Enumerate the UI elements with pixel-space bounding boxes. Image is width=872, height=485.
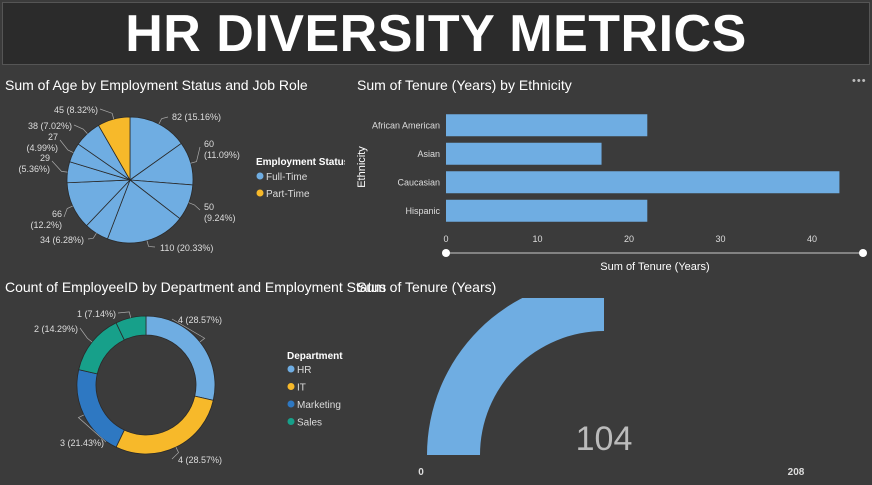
donut-leader-line xyxy=(77,414,107,443)
gauge-fill xyxy=(427,298,604,455)
bar-x-tick-label: 30 xyxy=(715,234,725,244)
donut-segment xyxy=(78,322,125,375)
pie-data-label: 34 (6.28%) xyxy=(40,235,84,245)
donut-legend-marker xyxy=(287,365,295,373)
tenure-bar-chart: Ethnicity African American Asian Caucasian H… xyxy=(356,114,867,273)
pie-legend-marker xyxy=(256,172,264,180)
pie-data-label: (11.09%) xyxy=(204,150,240,160)
bar-category-label: African American xyxy=(372,120,440,130)
donut-data-label: 2 (14.29%) xyxy=(34,324,78,334)
pie-data-label: 60 xyxy=(204,139,214,149)
donut-data-label: 4 (28.57%) xyxy=(178,315,222,325)
bar-y-axis-title: Ethnicity xyxy=(356,146,368,188)
pie-leader-line xyxy=(99,108,115,120)
donut-leader-line xyxy=(171,318,206,343)
bar-category-label: Caucasian xyxy=(397,177,440,187)
pie-data-label: 82 (15.16%) xyxy=(172,112,221,122)
pie-leader-line xyxy=(158,116,169,125)
donut-legend-item: Sales xyxy=(297,418,322,429)
bar-x-axis-title: Sum of Tenure (Years) xyxy=(600,261,709,273)
bar-chart-title: Sum of Tenure (Years) by Ethnicity xyxy=(357,77,572,93)
gauge-max-label: 208 xyxy=(788,467,805,478)
dashboard-title: HR DIVERSITY METRICS xyxy=(125,4,747,63)
donut-legend-item: Marketing xyxy=(297,400,341,411)
pie-leader-line xyxy=(190,146,201,164)
age-pie-chart: 82 (15.16%) 60(11.09%) 50(9.24%) 110 (20.33… xyxy=(18,105,345,253)
pie-legend-marker xyxy=(256,189,264,197)
donut-leader-line xyxy=(79,327,93,343)
bar xyxy=(446,171,840,194)
pie-leader-line xyxy=(59,139,74,153)
donut-legend-item: IT xyxy=(297,383,306,394)
pie-data-label: (4.99%) xyxy=(26,143,58,153)
pie-data-label: (5.36%) xyxy=(18,164,50,174)
pie-data-label: (12.2%) xyxy=(30,220,62,230)
bar xyxy=(446,114,648,137)
pie-leader-line xyxy=(63,205,73,218)
bar-x-tick-label: 20 xyxy=(624,234,634,244)
donut-legend-item: HR xyxy=(297,365,311,376)
bar-x-tick-label: 0 xyxy=(443,234,448,244)
bar xyxy=(446,142,602,165)
pie-legend-item: Part-Time xyxy=(266,189,310,200)
donut-segment xyxy=(145,315,216,401)
pie-leader-line xyxy=(51,160,68,173)
donut-legend-marker xyxy=(287,400,295,408)
pie-leader-line xyxy=(87,233,97,240)
dashboard-title-bar: HR DIVERSITY METRICS xyxy=(2,2,870,65)
pie-slice xyxy=(129,116,182,181)
pie-data-label: (9.24%) xyxy=(204,213,236,223)
gauge-title: Sum of Tenure (Years) xyxy=(357,279,497,295)
bar-x-tick-label: 10 xyxy=(532,234,542,244)
donut-legend-title: Department xyxy=(287,351,343,362)
gauge-value: 104 xyxy=(576,420,633,458)
gauge-min-label: 0 xyxy=(418,467,424,478)
pie-chart-title: Sum of Age by Employment Status and Job … xyxy=(5,77,308,93)
more-options-icon[interactable]: ••• xyxy=(852,75,867,87)
bar-category-label: Asian xyxy=(417,149,440,159)
tenure-gauge: 104 0 208 xyxy=(418,298,805,478)
donut-leader-line xyxy=(117,311,131,318)
pie-leader-line xyxy=(73,124,88,134)
donut-chart-title: Count of EmployeeID by Department and Em… xyxy=(5,279,387,295)
bar-category-label: Hispanic xyxy=(405,206,440,216)
bar-x-tick-label: 40 xyxy=(807,234,817,244)
pie-data-label: 66 xyxy=(52,209,62,219)
pie-data-label: 50 xyxy=(204,202,214,212)
donut-segment xyxy=(76,369,125,448)
pie-slice xyxy=(106,179,181,244)
pie-slice xyxy=(98,116,131,182)
donut-data-label: 1 (7.14%) xyxy=(77,309,116,319)
pie-data-label: 27 xyxy=(48,132,58,142)
donut-data-label: 4 (28.57%) xyxy=(178,455,222,465)
zoom-slider-start-handle xyxy=(442,249,450,257)
pie-data-label: 38 (7.02%) xyxy=(28,121,72,131)
donut-segment xyxy=(115,395,214,455)
pie-data-label: 110 (20.33%) xyxy=(160,243,213,253)
donut-segment xyxy=(115,315,147,341)
donut-data-label: 3 (21.43%) xyxy=(60,438,104,448)
donut-leader-line xyxy=(171,447,179,460)
pie-legend-title: Employment Status xyxy=(256,157,345,168)
department-donut-chart: 4 (28.57%) 4 (28.57%) 3 (21.43%) 2 (14.29%)… xyxy=(34,309,343,465)
bar xyxy=(446,199,648,222)
pie-leader-line xyxy=(146,240,156,248)
zoom-slider-end-handle xyxy=(859,249,867,257)
donut-legend-marker xyxy=(287,418,295,425)
donut-legend-marker xyxy=(287,383,295,390)
pie-legend-item: Full-Time xyxy=(266,172,308,183)
pie-leader-line xyxy=(188,202,201,211)
pie-data-label: 45 (8.32%) xyxy=(54,105,98,115)
pie-data-label: 29 xyxy=(40,153,50,163)
